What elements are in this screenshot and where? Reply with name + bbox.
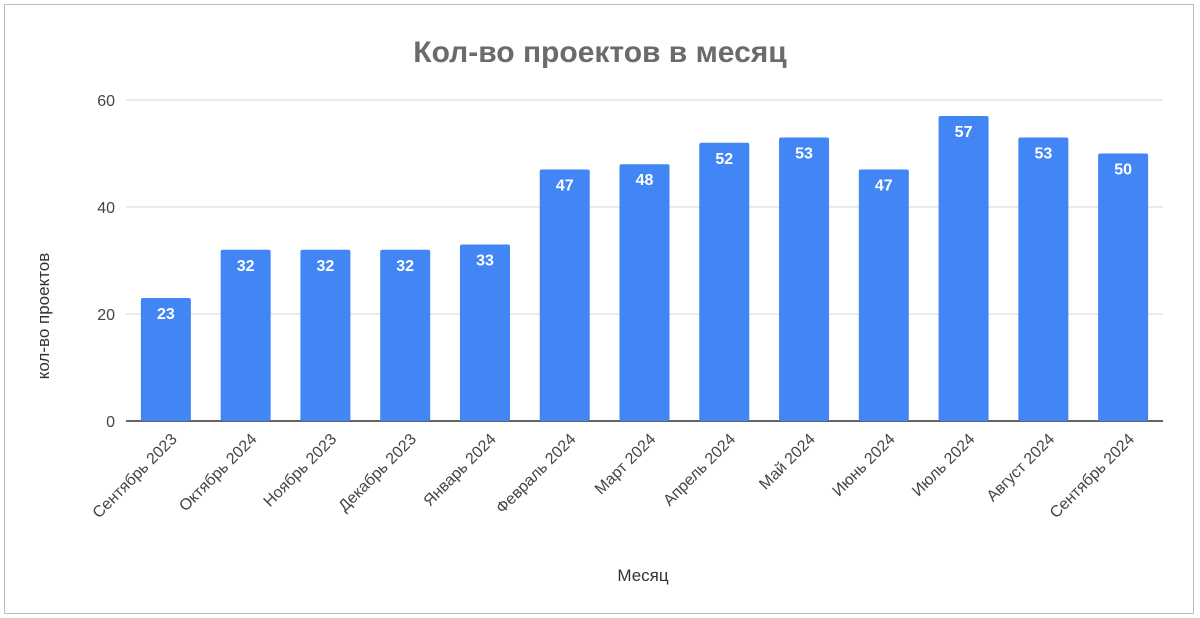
y-tick-label: 40 bbox=[97, 200, 115, 217]
bar[interactable] bbox=[619, 164, 670, 421]
bar[interactable] bbox=[300, 249, 351, 421]
y-tick-label: 0 bbox=[106, 414, 115, 431]
bar[interactable] bbox=[699, 142, 750, 422]
x-tick-label: Декабрь 2023 bbox=[336, 431, 421, 516]
data-label: 32 bbox=[237, 258, 255, 275]
bars: 23 32 32 32 33 47 48 52 53 47 57 53 50 bbox=[140, 116, 1149, 422]
bar[interactable] bbox=[220, 249, 271, 421]
bar[interactable] bbox=[140, 297, 191, 421]
chart-title: Кол-во проектов в месяц bbox=[413, 36, 787, 69]
y-tick-labels: 0 20 40 60 bbox=[97, 93, 115, 431]
x-tick-label: Сентябрь 2023 bbox=[90, 431, 181, 522]
bar[interactable] bbox=[779, 137, 830, 421]
y-tick-label: 60 bbox=[97, 93, 115, 110]
data-label: 52 bbox=[715, 151, 733, 168]
x-tick-label: Июнь 2024 bbox=[830, 431, 899, 500]
x-tick-label: Сентябрь 2024 bbox=[1047, 431, 1138, 522]
bar[interactable] bbox=[1098, 153, 1149, 422]
x-tick-label: Февраль 2024 bbox=[493, 431, 579, 517]
data-label: 47 bbox=[875, 178, 893, 195]
data-label: 48 bbox=[636, 172, 654, 189]
x-tick-label: Январь 2024 bbox=[421, 431, 500, 510]
x-tick-label: Май 2024 bbox=[756, 431, 819, 494]
x-tick-label: Ноябрь 2023 bbox=[261, 431, 341, 511]
bar[interactable] bbox=[858, 169, 909, 421]
chart-frame[interactable] bbox=[4, 4, 1194, 614]
y-axis-title: кол-во проектов bbox=[34, 253, 53, 380]
data-label: 53 bbox=[1034, 145, 1052, 162]
bar[interactable] bbox=[938, 116, 989, 422]
y-tick-label: 20 bbox=[97, 307, 115, 324]
data-label: 33 bbox=[476, 252, 494, 269]
bar[interactable] bbox=[380, 249, 431, 421]
x-tick-label: Октябрь 2024 bbox=[176, 431, 260, 515]
data-label: 23 bbox=[157, 306, 175, 323]
data-label: 50 bbox=[1114, 162, 1132, 179]
bar[interactable] bbox=[459, 244, 510, 421]
x-tick-label: Март 2024 bbox=[592, 431, 659, 498]
data-label: 32 bbox=[396, 258, 414, 275]
x-tick-label: Апрель 2024 bbox=[660, 431, 739, 510]
x-tick-label: Август 2024 bbox=[984, 431, 1058, 505]
data-label: 53 bbox=[795, 145, 813, 162]
data-label: 57 bbox=[955, 124, 973, 141]
bar[interactable] bbox=[539, 169, 590, 421]
data-label: 32 bbox=[317, 258, 335, 275]
bar[interactable] bbox=[1018, 137, 1069, 421]
data-label: 47 bbox=[556, 178, 574, 195]
x-tick-label: Июль 2024 bbox=[909, 431, 978, 500]
x-axis-title: Месяц bbox=[617, 566, 669, 585]
